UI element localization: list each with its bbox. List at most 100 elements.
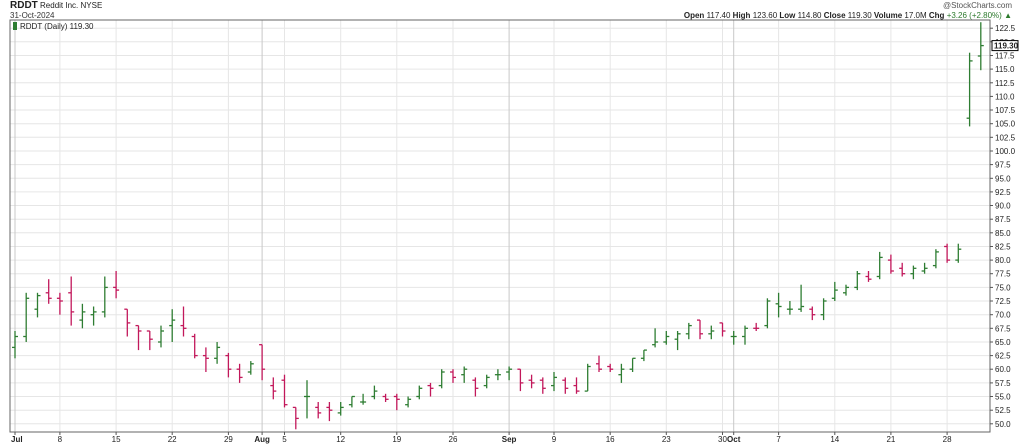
ohlc-bar	[843, 284, 849, 296]
legend-swatch	[13, 22, 17, 30]
ohlc-bar	[416, 385, 423, 400]
ohlc-bar	[405, 396, 412, 408]
ohlc-bar	[798, 284, 805, 312]
y-tick-label: 62.5	[995, 352, 1011, 361]
x-tick-label: 22	[168, 435, 177, 444]
last-value-box	[991, 40, 1019, 52]
close-value: 119.30	[847, 11, 872, 20]
change-up-arrow-icon: ▲	[1004, 11, 1012, 20]
y-tick-label: 72.5	[995, 297, 1011, 306]
ohlc-bar	[23, 292, 30, 342]
ohlc-bar	[337, 402, 344, 416]
ohlc-bar	[854, 271, 861, 291]
change-value: +3.26 (+2.80%)	[946, 11, 1002, 20]
ohlc-bar	[640, 349, 647, 362]
y-tick-label: 115.0	[995, 65, 1015, 74]
last-value-text: 119.30	[994, 42, 1019, 51]
ohlc-bar	[191, 333, 198, 359]
y-tick-label: 105.0	[995, 120, 1016, 129]
ohlc-bar	[674, 331, 681, 351]
ohlc-bar	[158, 325, 164, 348]
y-tick-label: 122.5	[995, 24, 1016, 33]
ohlc-bar	[438, 369, 445, 389]
x-tick-label: 21	[886, 435, 895, 444]
ohlc-bar	[719, 322, 726, 337]
ohlc-bar	[551, 372, 557, 392]
ohlc-bar	[932, 249, 939, 269]
x-tick-label: 26	[449, 435, 458, 444]
ohlc-bar	[865, 271, 872, 282]
ohlc-bar	[90, 306, 97, 326]
ohlc-bar	[56, 292, 63, 315]
ohlc-bar	[899, 262, 906, 277]
ohlc-bar	[764, 298, 771, 329]
ohlc-bar	[663, 331, 670, 345]
ohlc-bar	[427, 382, 434, 397]
ohlc-bar	[685, 322, 692, 340]
x-tick-label: 19	[392, 435, 401, 444]
low-value: 114.80	[797, 11, 822, 20]
ohlc-bar	[966, 52, 973, 127]
ohlc-bar	[371, 385, 378, 400]
volume-value: 17.0M	[904, 11, 927, 20]
ohlc-bar	[775, 292, 782, 318]
y-tick-label: 97.5	[995, 161, 1011, 170]
ohlc-bar	[494, 369, 501, 381]
change-label: Chg	[928, 11, 945, 20]
x-tick-label: 8	[58, 435, 63, 444]
last-value-tag: 119.30	[991, 40, 1019, 52]
ohlc-bar	[124, 308, 131, 337]
y-tick-label: 57.5	[995, 379, 1011, 388]
open-label: Open	[683, 11, 705, 20]
x-tick-label: Oct	[727, 435, 741, 444]
watermark: @StockCharts.com	[942, 1, 1012, 10]
y-tick-label: 90.0	[995, 202, 1011, 211]
high-value: 123.60	[752, 11, 778, 20]
volume-label: Volume	[873, 11, 903, 20]
ohlc-bar	[34, 292, 41, 318]
ohlc-bar	[135, 324, 142, 351]
ohlc-bar	[820, 298, 827, 321]
ohlc-bar	[831, 281, 838, 301]
x-tick-label: Aug	[254, 435, 270, 444]
ohlc-bar	[921, 262, 928, 274]
ohlc-bar	[977, 22, 984, 71]
ohlc-bar	[573, 377, 580, 394]
y-tick-label: 70.0	[995, 311, 1011, 320]
y-tick-label: 82.5	[995, 243, 1011, 252]
y-tick-label: 110.0	[995, 92, 1015, 101]
ohlc-bar	[708, 325, 715, 340]
ohlc-bar	[562, 377, 569, 394]
ohlc-bar	[517, 368, 524, 392]
x-tick-label: 23	[662, 435, 671, 444]
x-tick-label: 29	[224, 435, 233, 444]
x-axis: Jul 8 15 22 29 Aug 5 12 19 26 Sep 9 16 23 30 Oct 7 14 21 28	[11, 432, 952, 444]
ohlc-bar	[393, 393, 400, 411]
y-tick-label: 80.0	[995, 256, 1011, 265]
ohlc-bar	[146, 330, 153, 351]
ohlc-bar	[697, 319, 703, 340]
y-tick-label: 117.5	[995, 52, 1015, 61]
ohlc-bar	[281, 374, 288, 408]
ohlc-bar	[539, 377, 546, 394]
ohlc-bar	[236, 363, 243, 383]
ohlc-bar	[528, 374, 535, 389]
x-tick-label: 14	[830, 435, 839, 444]
ohlc-bar	[113, 271, 120, 299]
ohlc-bar	[450, 369, 456, 383]
y-tick-label: 55.0	[995, 393, 1011, 402]
ohlc-bar	[292, 406, 299, 430]
ohlc-bar	[876, 251, 883, 280]
ohlc-bars	[12, 22, 984, 430]
ohlc-summary: Open 117.40 High 123.60 Low 114.80 Close…	[684, 11, 1012, 21]
ohlc-bar	[742, 325, 748, 345]
x-tick-label: 30	[718, 435, 727, 444]
chart-legend: RDDT (Daily) 119.30	[13, 22, 94, 31]
ohlc-bar	[730, 331, 737, 345]
chart-grid	[10, 20, 990, 432]
y-tick-label: 100.0	[995, 147, 1016, 156]
company-name: Reddit Inc.	[40, 1, 79, 10]
ohlc-bar	[753, 322, 760, 331]
ohlc-bar	[304, 380, 310, 419]
